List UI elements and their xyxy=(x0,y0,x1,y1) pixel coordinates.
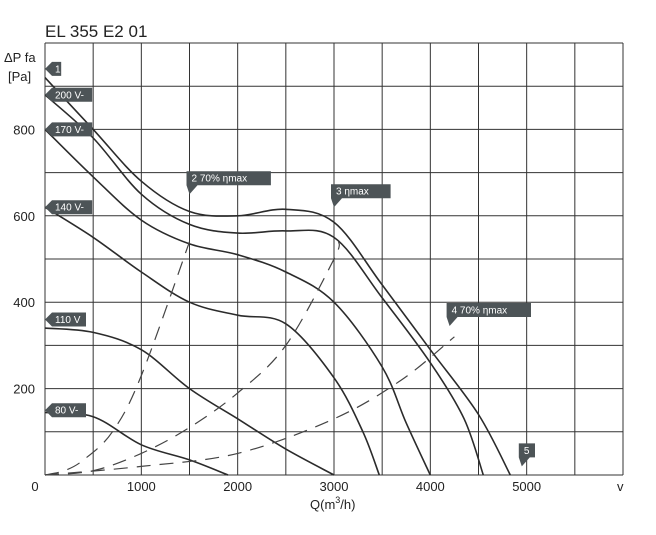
curve-label-flag: 110 V xyxy=(45,312,86,327)
flag-label: 140 V- xyxy=(55,203,84,214)
series-line-8 xyxy=(44,241,340,476)
flag-label: 5 xyxy=(524,446,530,457)
y-tick-label: 400 xyxy=(13,295,35,310)
flag-shape xyxy=(45,61,62,76)
y-axis-label-line1: ΔP fa xyxy=(4,50,36,65)
curve-label-flag: 5 xyxy=(518,443,535,467)
y-tick-label: 800 xyxy=(13,122,35,137)
x-tick-label: 2000 xyxy=(223,479,252,494)
flag-shape xyxy=(446,303,531,326)
flag-shape xyxy=(45,87,93,102)
series-line-7 xyxy=(44,241,191,476)
flag-label: 110 V xyxy=(55,315,81,326)
flag-shape xyxy=(518,443,535,467)
flag-shape xyxy=(186,171,271,195)
flag-label: 4 70% ηmax xyxy=(452,305,508,316)
curve-label-flag: 170 V- xyxy=(45,122,93,137)
y-axis-label-line2: [Pa] xyxy=(8,69,31,84)
curve-label-flag: 80 V- xyxy=(45,403,86,418)
x-tick-label: 5000 xyxy=(512,479,541,494)
x-tick-label: 1000 xyxy=(127,479,156,494)
x-axis-label-end: /h) xyxy=(340,497,355,512)
curve-labels: 1 200 V- 170 V- 140 V- 110 V 80 V- 2 70% ηmax 3… xyxy=(45,61,535,467)
flag-shape xyxy=(45,200,93,215)
x-axis-corner-label: v xyxy=(617,479,624,494)
curve-label-flag: 140 V- xyxy=(45,200,93,215)
flag-label: 80 V- xyxy=(55,406,78,417)
flag-shape xyxy=(45,122,93,137)
x-tick-label: 0 xyxy=(31,479,38,494)
flag-shape xyxy=(45,403,86,418)
flag-label: 2 70% ηmax xyxy=(192,174,248,185)
series-line-3 xyxy=(44,128,432,476)
tick-labels: 0 1000 2000 3000 4000 5000 200 400 600 800 xyxy=(13,122,541,494)
series-line-2 xyxy=(44,94,485,476)
flag-label: 3 ηmax xyxy=(336,187,369,198)
flag-shape xyxy=(331,184,391,208)
curve-label-flag: 4 70% ηmax xyxy=(446,303,531,326)
x-tick-label: 4000 xyxy=(416,479,445,494)
curve-label-flag: 2 70% ηmax xyxy=(186,171,271,195)
x-axis-label-sup: 3 xyxy=(335,495,340,505)
x-axis-label: Q(m3/h) xyxy=(310,495,355,512)
series-line-6 xyxy=(44,411,229,476)
series-line-9 xyxy=(44,336,455,476)
flag-label: 200 V- xyxy=(55,90,84,101)
flag-shape xyxy=(45,312,86,327)
flag-label: 170 V- xyxy=(55,125,84,136)
x-tick-label: 3000 xyxy=(320,479,349,494)
chart-title: EL 355 E2 01 xyxy=(45,22,147,41)
series-line-1 xyxy=(44,77,512,476)
series-line-5 xyxy=(44,327,335,476)
y-tick-label: 600 xyxy=(13,209,35,224)
y-tick-label: 200 xyxy=(13,382,35,397)
curve-label-flag: 3 ηmax xyxy=(331,184,391,208)
curve-label-flag: 200 V- xyxy=(45,87,93,102)
curves xyxy=(44,77,512,476)
curve-label-flag: 1 xyxy=(45,61,62,76)
flag-label: 1 xyxy=(55,64,61,75)
x-axis-label-main: Q(m xyxy=(310,497,335,512)
series-line-4 xyxy=(44,206,381,476)
